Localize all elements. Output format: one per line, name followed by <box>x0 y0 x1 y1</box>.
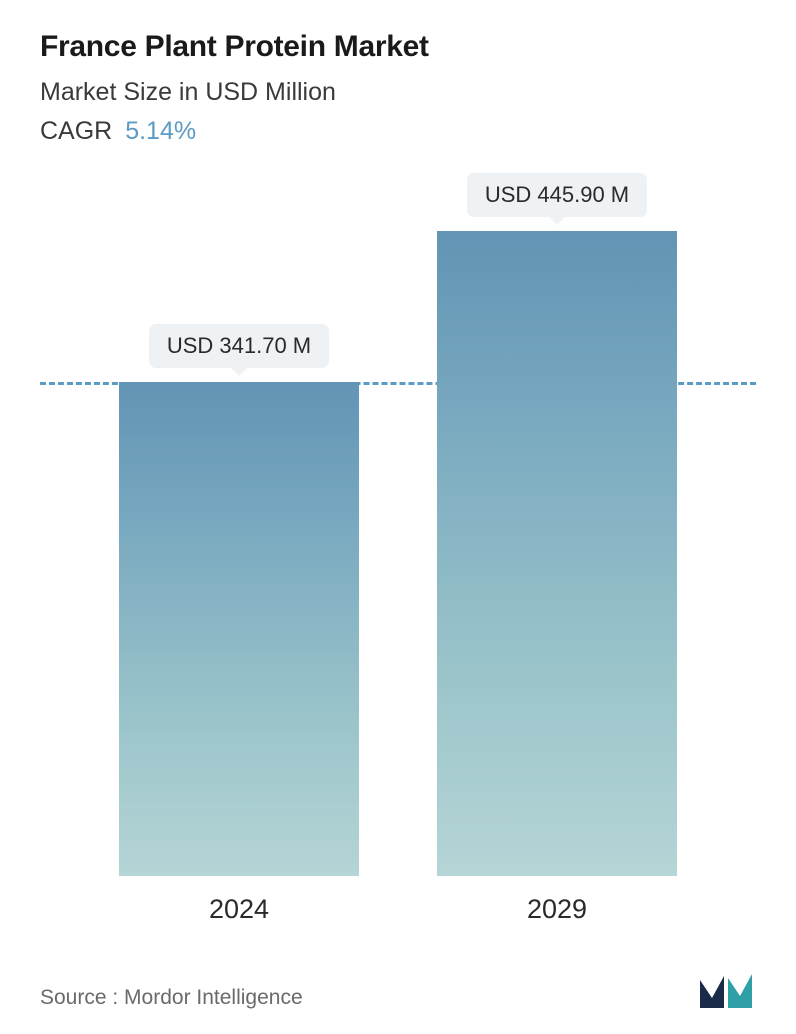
x-label-2029: 2029 <box>437 894 677 925</box>
value-badge-2029: USD 445.90 M <box>467 173 647 217</box>
cagr-label: CAGR <box>40 117 112 145</box>
mordor-logo-icon <box>698 970 756 1010</box>
bar-2024 <box>119 382 359 876</box>
chart-title: France Plant Protein Market <box>40 30 756 64</box>
bar-group-2024: USD 341.70 M <box>119 324 359 876</box>
bars-wrapper: USD 341.70 MUSD 445.90 M <box>40 196 756 876</box>
x-axis-labels: 2024 2029 <box>40 876 756 925</box>
chart-container: France Plant Protein Market Market Size … <box>0 0 796 1034</box>
source-text: Source : Mordor Intelligence <box>40 986 303 1010</box>
chart-subtitle: Market Size in USD Million <box>40 78 756 107</box>
value-badge-2024: USD 341.70 M <box>149 324 329 368</box>
bar-group-2029: USD 445.90 M <box>437 173 677 876</box>
bar-2029 <box>437 231 677 876</box>
chart-footer: Source : Mordor Intelligence <box>40 970 756 1010</box>
cagr-row: CAGR 5.14% <box>40 117 756 146</box>
x-label-2024: 2024 <box>119 894 359 925</box>
cagr-value: 5.14% <box>125 117 196 145</box>
chart-area: USD 341.70 MUSD 445.90 M <box>40 196 756 876</box>
